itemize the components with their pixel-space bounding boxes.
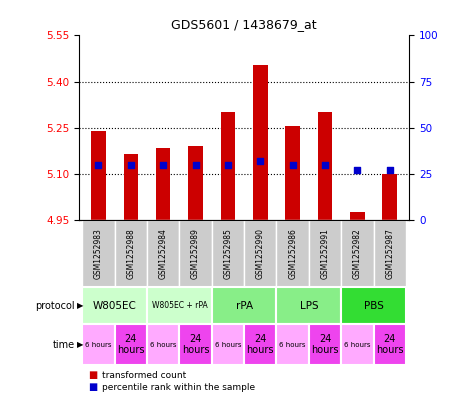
Bar xyxy=(373,220,406,287)
Bar xyxy=(212,324,244,365)
Text: GSM1252990: GSM1252990 xyxy=(256,228,265,279)
Text: 24
hours: 24 hours xyxy=(376,334,404,355)
Bar xyxy=(147,287,212,324)
Bar xyxy=(341,220,373,287)
Point xyxy=(289,162,296,168)
Text: protocol: protocol xyxy=(35,301,74,310)
Text: GSM1252985: GSM1252985 xyxy=(224,228,232,279)
Bar xyxy=(277,324,309,365)
Bar xyxy=(286,126,300,220)
Point xyxy=(257,158,264,164)
Bar xyxy=(277,287,341,324)
Text: GSM1252989: GSM1252989 xyxy=(191,228,200,279)
Text: 24
hours: 24 hours xyxy=(182,334,209,355)
Text: GSM1252983: GSM1252983 xyxy=(94,228,103,279)
Text: ■: ■ xyxy=(88,370,98,380)
Bar xyxy=(147,220,179,287)
Bar xyxy=(188,146,203,220)
Point xyxy=(321,162,329,168)
Bar xyxy=(244,324,277,365)
Text: GSM1252987: GSM1252987 xyxy=(385,228,394,279)
Title: GDS5601 / 1438679_at: GDS5601 / 1438679_at xyxy=(171,18,317,31)
Bar xyxy=(244,220,277,287)
Text: 6 hours: 6 hours xyxy=(150,342,176,348)
Text: ▶: ▶ xyxy=(77,301,83,310)
Text: ▶: ▶ xyxy=(77,340,83,349)
Text: ■: ■ xyxy=(88,382,98,392)
Point xyxy=(354,167,361,173)
Bar xyxy=(156,148,171,220)
Bar xyxy=(221,112,235,220)
Bar xyxy=(212,287,277,324)
Point xyxy=(386,167,393,173)
Bar xyxy=(82,287,147,324)
Bar xyxy=(115,220,147,287)
Bar xyxy=(179,220,212,287)
Bar xyxy=(212,220,244,287)
Text: 24
hours: 24 hours xyxy=(246,334,274,355)
Text: GSM1252982: GSM1252982 xyxy=(353,228,362,279)
Text: GSM1252984: GSM1252984 xyxy=(159,228,168,279)
Bar xyxy=(82,220,115,287)
Bar xyxy=(147,324,179,365)
Text: W805EC: W805EC xyxy=(93,301,137,310)
Point xyxy=(95,162,102,168)
Bar xyxy=(373,324,406,365)
Bar xyxy=(341,324,373,365)
Point xyxy=(127,162,134,168)
Bar xyxy=(115,324,147,365)
Text: GSM1252988: GSM1252988 xyxy=(126,228,135,279)
Text: LPS: LPS xyxy=(299,301,318,310)
Bar xyxy=(341,287,406,324)
Bar xyxy=(309,324,341,365)
Text: W805EC + rPA: W805EC + rPA xyxy=(152,301,207,310)
Bar xyxy=(82,324,115,365)
Bar xyxy=(318,112,332,220)
Text: 6 hours: 6 hours xyxy=(85,342,112,348)
Bar xyxy=(91,131,106,220)
Bar xyxy=(350,212,365,220)
Text: time: time xyxy=(52,340,74,350)
Text: percentile rank within the sample: percentile rank within the sample xyxy=(102,383,255,391)
Text: rPA: rPA xyxy=(236,301,252,310)
Text: transformed count: transformed count xyxy=(102,371,186,380)
Bar xyxy=(277,220,309,287)
Text: 24
hours: 24 hours xyxy=(117,334,145,355)
Text: 24
hours: 24 hours xyxy=(311,334,339,355)
Bar xyxy=(124,154,138,220)
Point xyxy=(192,162,199,168)
Text: GSM1252991: GSM1252991 xyxy=(320,228,330,279)
Text: 6 hours: 6 hours xyxy=(215,342,241,348)
Text: 6 hours: 6 hours xyxy=(279,342,306,348)
Bar xyxy=(383,174,397,220)
Point xyxy=(159,162,167,168)
Bar xyxy=(309,220,341,287)
Text: GSM1252986: GSM1252986 xyxy=(288,228,297,279)
Bar xyxy=(253,64,267,220)
Bar xyxy=(179,324,212,365)
Point xyxy=(224,162,232,168)
Text: PBS: PBS xyxy=(364,301,384,310)
Text: 6 hours: 6 hours xyxy=(344,342,371,348)
